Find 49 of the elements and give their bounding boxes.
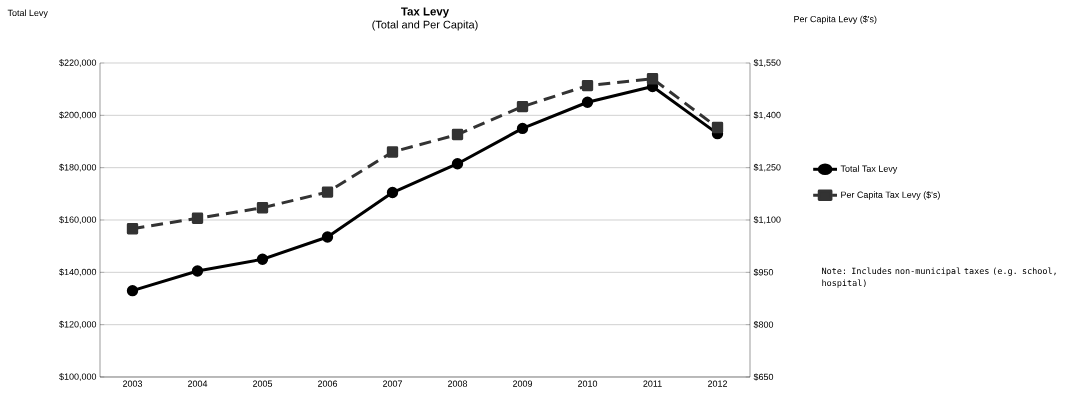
point <box>321 231 334 243</box>
legend-label: Per Capita Tax Levy ($'s) <box>841 191 940 200</box>
point <box>581 80 594 92</box>
point <box>126 223 139 235</box>
x-tick-label: 2003 <box>122 380 143 387</box>
y-axis-title: Total Levy <box>7 9 48 18</box>
point <box>386 186 399 199</box>
legend-label: Total Tax Levy <box>840 165 898 174</box>
y-tick-label: $200,000 <box>59 111 97 120</box>
x-tick-label: 2010 <box>577 380 598 387</box>
y2-tick-label: $800 <box>753 321 774 329</box>
y2-tick-label: $1,100 <box>753 216 781 224</box>
point <box>191 265 204 277</box>
point <box>581 96 594 108</box>
x-tick-label: 2006 <box>317 380 338 387</box>
point <box>451 128 464 141</box>
point <box>646 73 659 85</box>
point <box>191 212 204 224</box>
point <box>516 122 529 135</box>
text: Note: Includes non-municipal taxes (e.g. school, hospital) <box>822 267 1056 288</box>
y2-tick-label: $1,250 <box>753 163 781 172</box>
x-tick-label: 2007 <box>382 380 403 387</box>
x-tick-label: 2008 <box>447 380 468 387</box>
y-tick-label: $160,000 <box>59 216 97 224</box>
y-tick-label: $120,000 <box>59 320 97 329</box>
x-tick-label: 2011 <box>643 380 662 387</box>
y2-tick-label: $650 <box>753 373 774 381</box>
x-tick-label: 2012 <box>707 380 728 387</box>
y2-axis-title: Per Capita Levy ($'s) <box>794 15 877 25</box>
y2-tick-label: $1,550 <box>753 59 781 67</box>
point <box>451 158 464 170</box>
point <box>126 284 139 297</box>
y2-tick-label: $950 <box>753 268 774 276</box>
y-tick-label: $220,000 <box>59 59 97 67</box>
y2-tick-label: $1,400 <box>753 111 781 120</box>
point <box>711 121 724 134</box>
point <box>256 202 269 214</box>
x-tick-label: 2005 <box>252 380 273 387</box>
x-tick-label: 2004 <box>187 380 208 387</box>
point <box>386 146 399 158</box>
y-tick-label: $100,000 <box>59 373 97 381</box>
x-tick-label: 2009 <box>512 380 533 387</box>
chart-title: Tax Levy <box>401 7 450 18</box>
y-tick-label: $180,000 <box>59 163 97 172</box>
point <box>516 100 529 113</box>
point <box>321 186 334 198</box>
point <box>256 253 269 265</box>
chart-subtitle: (Total and Per Capita) <box>372 20 478 31</box>
y-tick-label: $140,000 <box>59 268 97 277</box>
